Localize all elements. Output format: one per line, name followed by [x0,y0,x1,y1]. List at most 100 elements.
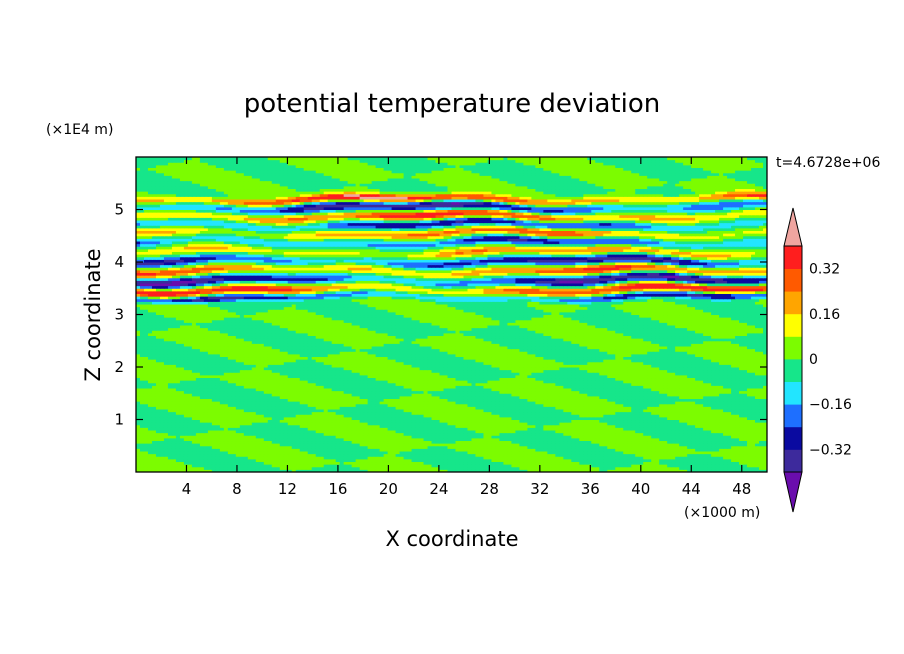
contour-cell [743,458,748,463]
contour-cell [679,422,684,426]
contour-cell [659,464,664,468]
contour-cell [531,458,536,463]
contour-cell [419,411,425,415]
contour-cell [295,435,301,439]
contour-cell [531,437,536,442]
contour-cell [287,445,293,449]
contour-cell [287,403,293,407]
contour-cell [219,464,225,468]
contour-cell [463,406,468,410]
contour-cell [555,448,560,452]
contour-cell [219,422,225,426]
contour-cell [579,430,584,434]
contour-cell [715,435,720,439]
contour-cell [619,451,624,455]
contour-cell [595,430,600,434]
contour-cell [215,430,221,434]
contour-cell [379,424,385,428]
contour-cell [323,440,329,444]
contour-cell [359,422,365,426]
contour-cell [223,422,229,426]
contour-cell [763,440,767,444]
contour-cell [515,406,520,410]
contour-cell [403,409,409,413]
contour-cell [391,406,397,410]
contour-cell [443,440,448,444]
contour-cell [519,422,524,426]
contour-cell [727,416,732,421]
contour-cell [155,422,161,426]
contour-cell [755,456,760,460]
contour-cell [351,427,357,431]
contour-cell [619,409,624,413]
contour-cell [723,430,728,434]
contour-cell [587,411,592,415]
contour-cell [419,445,425,449]
contour-cell [523,416,528,421]
contour-cell [739,440,744,444]
contour-cell [751,451,756,455]
contour-cell [583,411,588,415]
contour-cell [539,432,544,436]
contour-cell [559,422,564,426]
contour-cell [307,437,313,442]
contour-cell [487,435,492,439]
contour-cell [539,406,544,410]
contour-cell [215,414,221,418]
contour-cell [559,445,564,449]
contour-cell [631,430,636,434]
contour-cell [163,419,169,423]
contour-cell [407,458,413,463]
contour-cell [163,456,169,460]
contour-cell [227,461,233,465]
contour-cell [739,453,744,457]
contour-cell [387,445,393,449]
plot-area [136,157,767,472]
contour-cell [743,430,748,434]
contour-cell [555,466,560,470]
contour-cell [483,451,488,455]
contour-cell [171,422,177,426]
contour-cell [399,466,405,470]
contour-cell [307,443,313,447]
contour-cell [171,411,177,415]
contour-cell [307,416,313,421]
contour-cell [703,435,708,439]
contour-cell [555,414,560,418]
contour-cell [251,411,257,415]
contour-cell [359,445,365,449]
contour-cell [299,427,305,431]
contour-cell [415,469,421,472]
contour-cell [139,430,145,434]
contour-cell [375,435,381,439]
contour-cell [267,409,273,413]
contour-cell [271,419,277,423]
contour-cell [183,422,189,426]
contour-cell [307,469,313,472]
contour-cell [403,464,409,468]
contour-cell [535,427,540,431]
contour-cell [563,427,568,431]
contour-cell [399,469,405,472]
contour-cell [451,453,456,457]
contour-cell [739,448,744,452]
contour-cell [691,448,696,452]
contour-cell [651,432,656,436]
contour-cell [383,409,389,413]
contour-cell [639,443,644,447]
contour-cell [207,432,213,436]
contour-cell [635,453,640,457]
contour-cell [423,427,429,431]
contour-cell [695,432,700,436]
contour-cell [451,445,456,449]
contour-cell [719,445,724,449]
contour-cell [451,416,456,421]
contour-cell [367,443,373,447]
contour-cell [499,414,504,418]
contour-cell [739,432,744,436]
contour-cell [623,466,628,470]
contour-cell [439,453,445,457]
contour-cell [511,466,516,470]
contour-cell [187,411,193,415]
contour-cell [363,411,369,415]
